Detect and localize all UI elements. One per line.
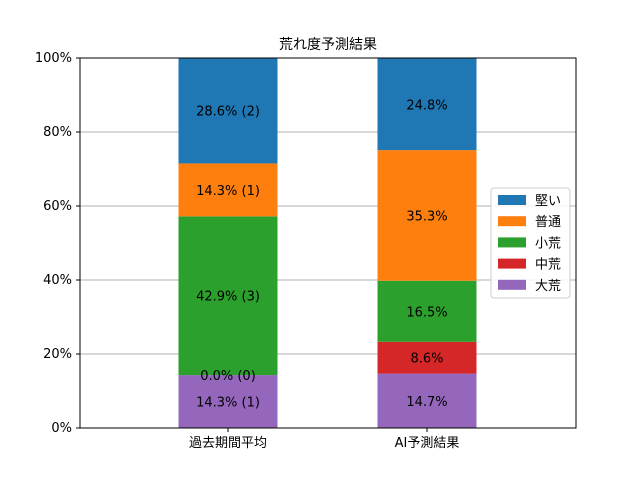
legend-item: 小荒 (498, 236, 561, 251)
data-label: 8.6% (410, 352, 443, 367)
bar-segment (377, 150, 477, 281)
bar-segment (178, 216, 278, 376)
legend-swatch (498, 258, 526, 269)
data-label: 14.3% (1) (196, 396, 260, 411)
y-tick-label: 20% (43, 347, 72, 362)
bars: 14.3% (1) 0.0% (0) 42.9% (3) 14.3% (1) 28.6%… (178, 57, 477, 428)
y-axis: 0% 20% 40% 60% 80% 100% (35, 51, 80, 436)
x-axis: 過去期間平均 AI予測結果 (189, 428, 459, 451)
data-label: 14.3% (1) (196, 184, 260, 199)
legend-label: 普通 (535, 215, 561, 230)
data-label: 28.6% (2) (196, 105, 260, 120)
data-label: 16.5% (406, 305, 447, 320)
bar-segment (377, 373, 477, 428)
legend-label: 小荒 (535, 236, 561, 251)
bar-stack: 14.7% 8.6% 16.5% 35.3% 24.8% (377, 58, 477, 428)
data-label: 35.3% (406, 209, 447, 224)
y-tick-label: 0% (51, 421, 72, 436)
bar-stack: 14.3% (1) 0.0% (0) 42.9% (3) 14.3% (1) 28.6%… (178, 57, 278, 428)
chart-title: 荒れ度予測結果 (279, 37, 377, 53)
plot-frame (79, 57, 577, 429)
x-tick-label: AI予測結果 (395, 436, 460, 451)
legend-swatch (498, 237, 526, 248)
x-tick-label: 過去期間平均 (189, 436, 267, 451)
bar-segment (178, 163, 278, 217)
legend-label: 大荒 (535, 279, 561, 294)
legend-frame (490, 187, 571, 299)
bar-segment (178, 375, 278, 428)
legend-item: 堅い (498, 194, 561, 209)
legend-swatch (498, 195, 526, 205)
legend-swatch (498, 216, 526, 227)
bar-segment (178, 57, 278, 164)
y-tick-label: 80% (43, 125, 72, 140)
bar-segment (377, 341, 477, 374)
legend-label: 中荒 (535, 258, 561, 273)
data-label: 14.7% (406, 395, 447, 410)
legend-item: 大荒 (498, 279, 561, 294)
legend-label: 堅い (535, 194, 561, 209)
legend-swatch (498, 279, 526, 290)
bar-segment (377, 280, 477, 342)
y-tick-label: 40% (43, 273, 72, 288)
bar-segment (377, 58, 477, 151)
data-label: 24.8% (406, 98, 447, 113)
legend-item: 中荒 (498, 258, 561, 273)
data-label: 0.0% (0) (200, 369, 256, 384)
legend-item: 普通 (498, 215, 561, 230)
data-label: 42.9% (3) (196, 290, 260, 305)
y-tick-label: 60% (43, 199, 72, 214)
y-tick-label: 100% (35, 51, 72, 66)
